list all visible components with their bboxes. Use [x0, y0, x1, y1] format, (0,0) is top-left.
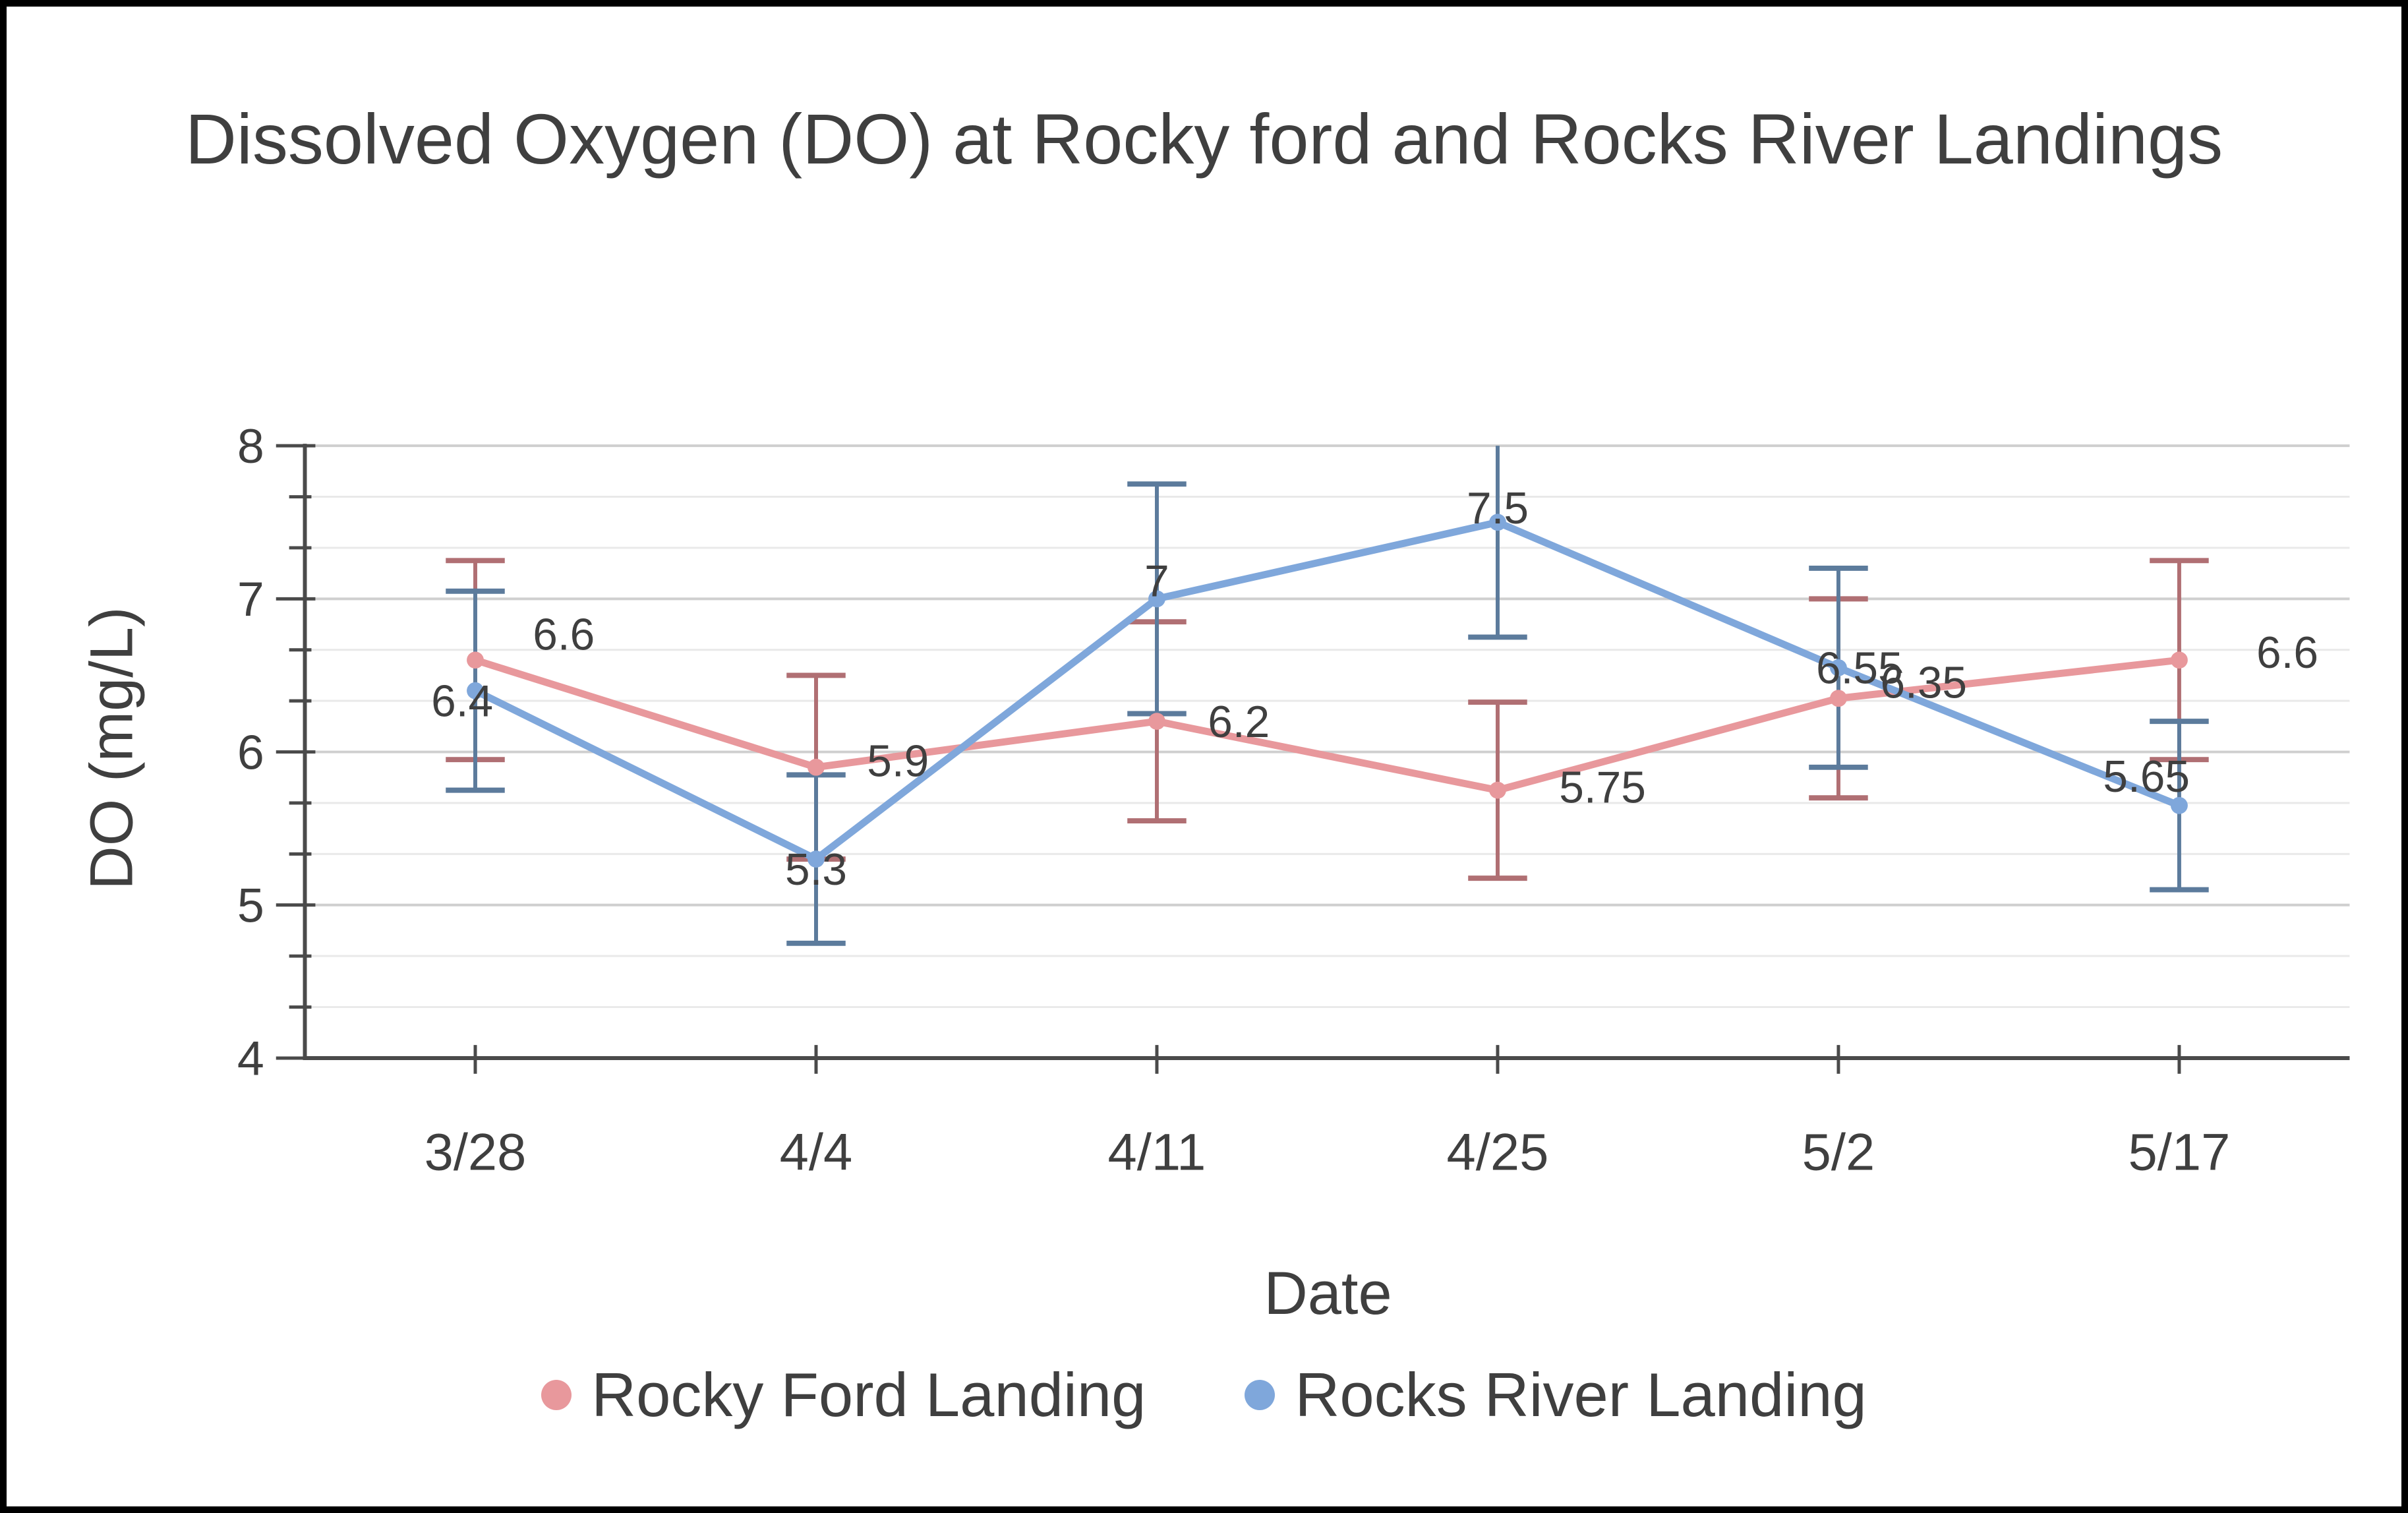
data-label: 6.2 [1208, 697, 1270, 747]
data-point [467, 682, 484, 699]
data-label: 5.75 [1559, 763, 1646, 813]
legend-marker-icon [541, 1380, 572, 1410]
data-point [1489, 514, 1506, 531]
y-tick-label: 8 [237, 419, 264, 473]
data-point [467, 651, 484, 669]
data-label: 5.3 [785, 845, 847, 895]
x-tick-label: 5/2 [1802, 1123, 1875, 1181]
x-tick-label: 4/11 [1108, 1123, 1206, 1181]
chart-title: Dissolved Oxygen (DO) at Rocky ford and … [185, 99, 2223, 179]
x-axis-title: Date [1264, 1260, 1392, 1327]
legend-label: Rocks River Landing [1295, 1360, 1867, 1429]
data-point [1830, 659, 1847, 676]
x-tick-label: 5/17 [2129, 1123, 2231, 1181]
data-point [2171, 651, 2188, 669]
legend-marker-icon [1245, 1380, 1276, 1410]
x-tick-label: 4/25 [1447, 1123, 1549, 1181]
data-point [1489, 781, 1506, 799]
data-label: 6.4 [431, 676, 493, 726]
legend-item-rocks-river-landing: Rocks River Landing [1245, 1359, 1867, 1431]
legend: Rocky Ford Landing Rocks River Landing [7, 1359, 2401, 1431]
data-label: 7.5 [1467, 484, 1529, 533]
data-point [1148, 713, 1165, 730]
x-tick-label: 4/4 [780, 1123, 853, 1181]
y-tick-label: 7 [237, 572, 264, 626]
data-label: 5.65 [2103, 752, 2190, 802]
data-point [808, 850, 825, 868]
series-line-rocks-river-landing [471, 518, 2183, 863]
x-tick-label: 3/28 [425, 1123, 527, 1181]
data-label: 7 [1144, 556, 1169, 606]
data-point [808, 758, 825, 776]
data-label: 6.6 [533, 610, 595, 659]
y-axis-title: DO (mg/L) [78, 607, 146, 890]
data-point [2171, 796, 2188, 814]
y-tick-label: 5 [237, 878, 264, 933]
data-point [1148, 590, 1165, 608]
y-tick-label: 4 [237, 1031, 264, 1086]
data-label: 6.6 [2256, 628, 2318, 678]
legend-item-rocky-ford-landing: Rocky Ford Landing [541, 1359, 1146, 1431]
data-label: 6.35 [1880, 658, 1967, 707]
y-tick-label: 6 [237, 725, 264, 779]
legend-label: Rocky Ford Landing [591, 1360, 1146, 1429]
data-label: 5.9 [867, 737, 929, 786]
plot-area: 8 7 6 5 4 3/28 4/4 4/11 4/25 5/2 5/17 6.6 5.9 6.2 5.75… [237, 419, 2350, 1181]
data-point [1830, 690, 1847, 707]
data-label: 6.55 [1816, 644, 1903, 694]
